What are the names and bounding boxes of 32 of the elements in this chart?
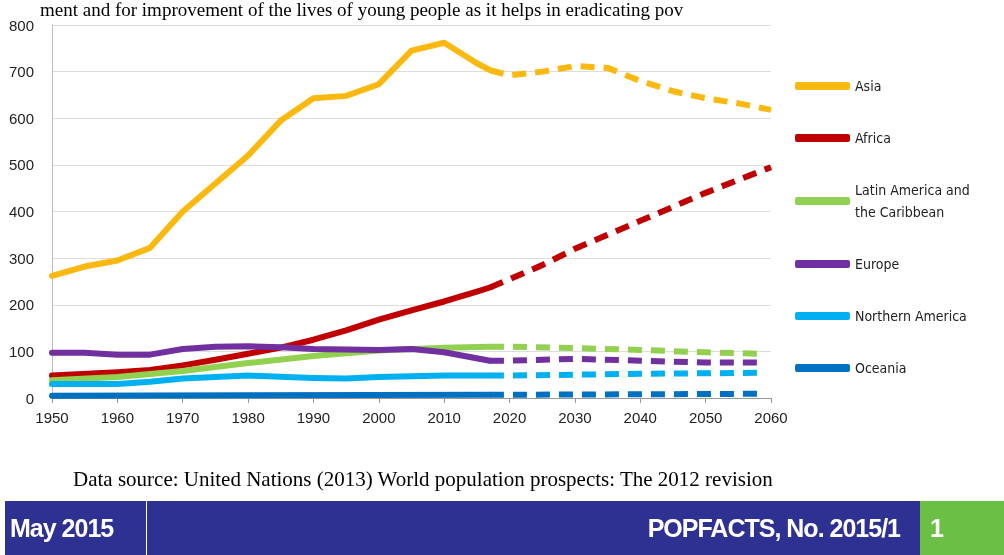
legend-label: Northern America: [855, 308, 967, 324]
text: POPFACTS, No. 2015/1: [646, 513, 900, 544]
y-tick-label: 200: [8, 296, 34, 314]
x-tick-label: 2060: [754, 409, 788, 426]
text: 1: [930, 513, 945, 544]
legend-label: Europe: [855, 256, 900, 272]
legend-label: Latin America and the Caribbean: [855, 182, 974, 220]
x-tick-label: 2020: [492, 409, 527, 426]
x-tick-label: 2000: [362, 409, 396, 426]
x-tick-label: 2030: [558, 409, 592, 426]
x-tick-label: 2040: [623, 409, 657, 426]
text: May 2015: [10, 513, 114, 544]
y-tick-label: 700: [8, 63, 34, 81]
x-tick-label: 2010: [427, 409, 461, 426]
x-tick-label: 1950: [35, 409, 69, 426]
source-note: Data source: United Nations (2013) World population prospects: The 2012 revision: [73, 467, 773, 492]
x-tick-label: 1960: [100, 409, 135, 426]
y-tick-label: 100: [8, 342, 34, 360]
y-tick-label: 600: [8, 109, 34, 127]
x-tick-label: 1980: [231, 409, 265, 426]
legend-label: Oceania: [855, 360, 907, 376]
x-tick-label: 1990: [296, 409, 331, 426]
y-tick-label: 800: [8, 16, 34, 34]
legend-label: Africa: [855, 130, 891, 146]
text: ment and for improvement of the lives of young people as it helps in eradicating pov: [40, 0, 684, 20]
y-tick-label: 500: [8, 156, 34, 174]
legend-label: Asia: [855, 78, 882, 94]
x-tick-label: 2050: [688, 409, 723, 426]
y-tick-label: 400: [8, 203, 34, 220]
x-tick-label: 1970: [166, 409, 200, 426]
y-tick-label: 0: [25, 389, 34, 407]
y-tick-label: 300: [8, 249, 34, 267]
